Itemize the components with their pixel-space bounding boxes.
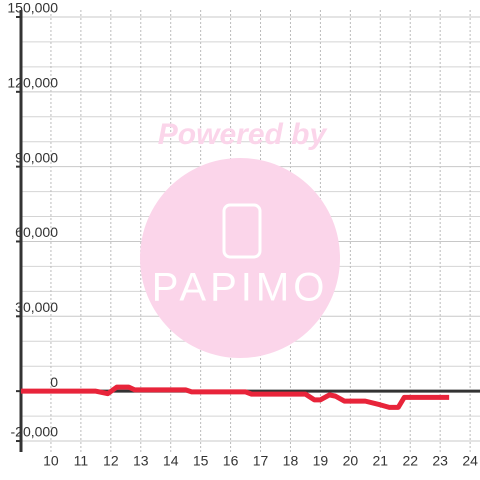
x-tick-label: 13	[133, 453, 149, 469]
x-tick-label: 16	[223, 453, 239, 469]
x-tick-label: 20	[343, 453, 359, 469]
y-tick-label: -20,000	[11, 424, 59, 440]
data-line	[21, 384, 450, 410]
x-tick-label: 17	[253, 453, 269, 469]
y-tick-label: 90,000	[15, 149, 58, 165]
x-tick-label: 11	[74, 453, 89, 469]
x-tick-label: 10	[43, 453, 59, 469]
x-tick-label: 19	[313, 453, 329, 469]
y-tick-label: 30,000	[15, 299, 58, 315]
x-tick-label: 12	[103, 453, 119, 469]
y-tick-label: 60,000	[15, 224, 58, 240]
x-tick-label: 23	[432, 453, 448, 469]
x-tick-label: 22	[402, 453, 418, 469]
watermark-phone	[222, 203, 262, 259]
watermark-text: Powered by	[158, 118, 328, 151]
y-tick-label: 0	[50, 374, 58, 390]
x-tick-label: 24	[462, 453, 478, 469]
watermark: Powered by PAPIMO	[140, 118, 340, 358]
y-tick-label: 150,000	[7, 0, 58, 16]
watermark-logo: PAPIMO	[152, 266, 329, 310]
x-tick-label: 15	[193, 453, 209, 469]
y-tick-label: 120,000	[7, 75, 58, 91]
x-tick-label: 18	[283, 453, 299, 469]
x-tick-label: 21	[373, 453, 389, 469]
x-tick-label: 14	[163, 453, 179, 469]
